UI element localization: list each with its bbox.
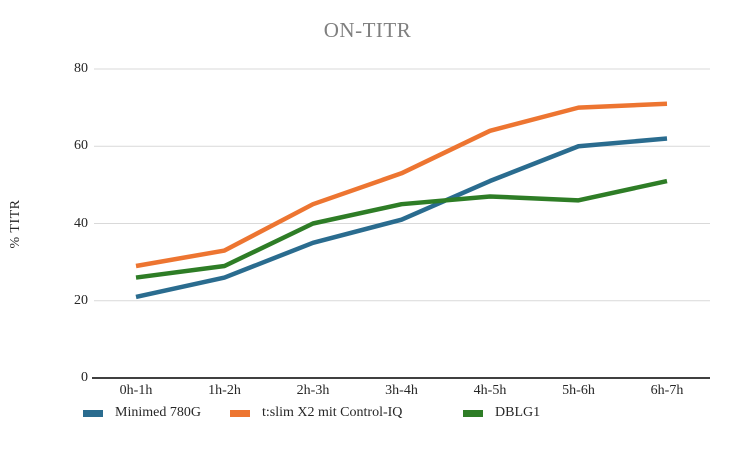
- series-line-minimed-780g: [135, 136, 668, 300]
- legend-label: t:slim X2 mit Control-IQ: [262, 405, 403, 420]
- y-tick-label: 0: [81, 370, 88, 385]
- chart-title: ON-TITR: [323, 18, 412, 42]
- legend-item: DBLG1: [463, 403, 540, 423]
- legend-swatch-icon: [463, 409, 483, 417]
- legend-swatch-icon: [83, 409, 103, 417]
- y-tick-label: 20: [74, 292, 88, 308]
- x-tick-label: 4h-5h: [473, 383, 507, 398]
- x-tick-label: 0h-1h: [119, 383, 153, 398]
- y-tick-label: 40: [74, 215, 88, 231]
- series-line-dblg1: [135, 178, 668, 280]
- x-tick-label: 5h-6h: [562, 383, 595, 398]
- x-tick-label: 3h-4h: [385, 383, 418, 398]
- legend-item: Minimed 780G: [83, 403, 201, 423]
- y-tick-label: 60: [74, 138, 88, 154]
- legend-item: t:slim X2 mit Control-IQ: [230, 403, 402, 423]
- legend-label: DBLG1: [495, 405, 541, 420]
- legend-label: Minimed 780G: [115, 405, 201, 420]
- x-tick-label: 1h-2h: [208, 383, 241, 398]
- y-tick-label: 80: [74, 61, 88, 76]
- x-tick-label: 2h-3h: [296, 383, 330, 398]
- legend-swatch-icon: [230, 409, 250, 417]
- legend: Minimed 780G t:slim X2 mit Control-IQ DBLG…: [0, 403, 735, 425]
- series-line-t-slim-x2-mit-control-iq: [135, 101, 668, 269]
- x-tick-label: 6h-7h: [650, 383, 684, 398]
